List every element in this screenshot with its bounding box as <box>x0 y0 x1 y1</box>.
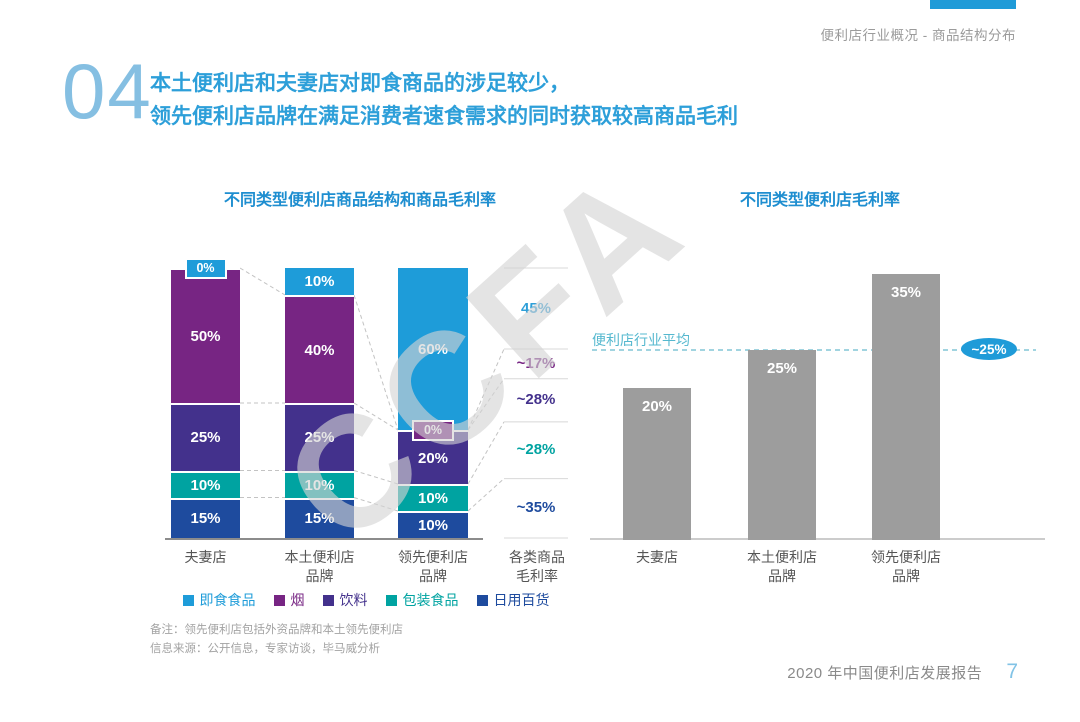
bar-segment: 10% <box>285 470 354 498</box>
bar-segment-value: 15% <box>190 510 221 528</box>
legend-swatch-icon <box>476 594 488 606</box>
legend-item: 烟 <box>273 590 305 610</box>
margin-rate-value: ~35% <box>516 499 556 517</box>
footnotes: 备注：领先便利店包括外资品牌和本土领先便利店 信息来源：公开信息，专家访谈，毕马… <box>150 621 403 659</box>
zero-value-badge: 0% <box>184 257 227 279</box>
bar-segment-value: 10% <box>417 490 449 507</box>
margin-rate-value: ~28% <box>516 391 556 409</box>
bar-value-label: 20% <box>641 398 673 415</box>
category-label: 本土便利店 品牌 <box>284 549 355 584</box>
bar-segment: 10% <box>398 484 468 511</box>
category-label: 领先便利店 品牌 <box>398 549 468 584</box>
breadcrumb: 便利店行业概况 - 商品结构分布 <box>820 28 1016 43</box>
bar-segment: 10% <box>171 470 240 498</box>
bar-segment-value: 20% <box>417 449 449 467</box>
margin-rate-value: ~17% <box>516 354 556 372</box>
bar-segment: 25% <box>285 403 354 471</box>
page-title-line2: 领先便利店品牌在满足消费者速食需求的同时获取较高商品毛利 <box>150 104 738 128</box>
bar-segment: 25% <box>171 403 240 471</box>
footer: 2020 年中国便利店发展报告 7 <box>787 660 1018 684</box>
legend: 即食食品 烟 饮料 包装食品 日用百货 <box>150 590 582 611</box>
bar-segment: 60% <box>398 268 468 430</box>
average-value-badge: ~25% <box>961 338 1017 360</box>
bar-segment-value: 25% <box>190 429 221 447</box>
bar-segment-value: 10% <box>417 517 449 534</box>
gray-bar <box>748 350 816 540</box>
footer-report-title: 2020 年中国便利店发展报告 <box>787 665 983 682</box>
bar-segment: 50% <box>171 268 240 403</box>
margin-rate-value: ~28% <box>516 441 556 459</box>
legend-swatch-icon <box>273 594 285 606</box>
legend-swatch-icon <box>182 594 194 606</box>
gray-bar <box>872 274 940 540</box>
footnote-source: 信息来源：公开信息，专家访谈，毕马威分析 <box>150 642 380 655</box>
bar-segment: 15% <box>285 497 354 538</box>
footnote-remark: 备注：领先便利店包括外资品牌和本土领先便利店 <box>150 624 403 636</box>
bar-segment-value: 25% <box>304 429 335 447</box>
margin-column-label: 各类商品 毛利率 <box>509 549 565 584</box>
page-title: 本土便利店和夫妻店对即食商品的涉足较少， 领先便利店品牌在满足消费者速食需求的同… <box>150 68 738 133</box>
page-title-line1: 本土便利店和夫妻店对即食商品的涉足较少， <box>150 72 570 95</box>
bar-value-label: 25% <box>766 360 798 377</box>
bar-segment-value: 10% <box>304 476 335 494</box>
average-line-label: 便利店行业平均 <box>592 332 690 348</box>
legend-item: 即食食品 <box>182 590 256 610</box>
header-accent-bar <box>930 0 1016 9</box>
section-number: 04 <box>62 47 153 135</box>
bar-segment: 10% <box>398 511 468 538</box>
gray-bar <box>623 388 691 540</box>
bar-segment-value: 15% <box>304 510 335 528</box>
bar-segment-value: 50% <box>190 328 221 345</box>
margin-rate-value: 45% <box>520 299 552 317</box>
legend-label: 即食食品 <box>199 592 256 608</box>
category-label: 夫妻店 <box>184 549 227 565</box>
bar-segment-value: 60% <box>417 340 449 358</box>
category-label: 领先便利店 品牌 <box>871 549 941 584</box>
bar-segment-value: 40% <box>304 341 335 359</box>
bar-segment: 15% <box>171 497 240 538</box>
legend-item: 日用百货 <box>476 590 550 610</box>
legend-label: 烟 <box>290 592 305 608</box>
bar-value-label: 35% <box>890 284 922 301</box>
legend-item: 饮料 <box>322 590 368 610</box>
category-label: 夫妻店 <box>636 549 678 565</box>
left-chart-title: 不同类型便利店商品结构和商品毛利率 <box>223 192 496 209</box>
legend-label: 包装食品 <box>402 592 459 608</box>
zero-value-badge: 0% <box>412 419 454 441</box>
legend-swatch-icon <box>385 594 397 606</box>
bar-segment-value: 10% <box>190 476 221 494</box>
footer-page-number: 7 <box>1006 660 1018 683</box>
legend-item: 包装食品 <box>385 590 459 610</box>
legend-swatch-icon <box>322 594 334 606</box>
right-chart-title: 不同类型便利店毛利率 <box>739 192 900 209</box>
bar-segment-value: 10% <box>304 273 335 290</box>
bar-segment: 10% <box>285 268 354 295</box>
category-label: 本土便利店 品牌 <box>747 549 817 584</box>
legend-label: 饮料 <box>339 592 368 608</box>
bar-segment: 40% <box>285 295 354 403</box>
legend-label: 日用百货 <box>493 592 550 608</box>
